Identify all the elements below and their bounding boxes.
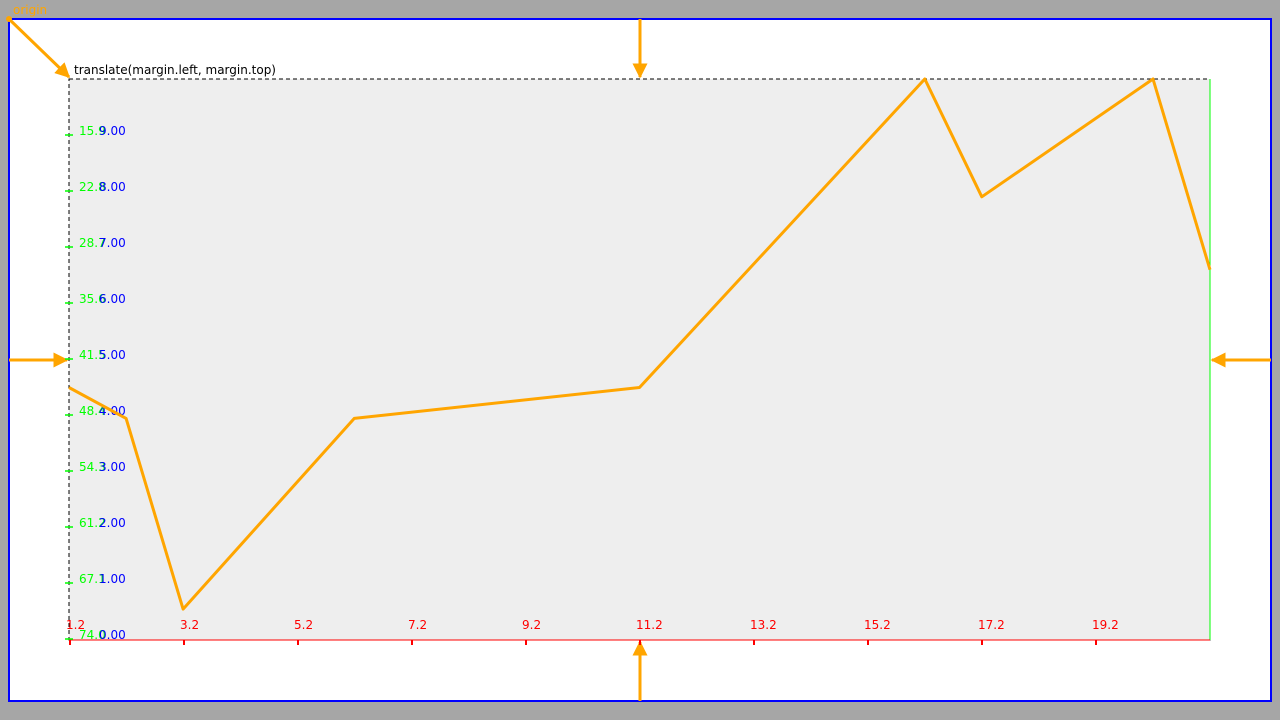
x-tick-label: 15.2 (864, 618, 891, 632)
y-left-tick-label: 61.2 (79, 516, 106, 530)
x-tick-label: 3.2 (180, 618, 199, 632)
y-right-tick-label: 3.00 (99, 460, 126, 474)
x-axis: 1.2 3.2 5.2 7.2 9.2 11.2 13.2 15.2 17.2 19.2 (66, 618, 1210, 645)
origin-arrow (7, 17, 71, 79)
y-left-tick-label: 74.0 (79, 628, 106, 642)
x-tick-label: 5.2 (294, 618, 313, 632)
y-right-tick-label: 1.00 (99, 572, 126, 586)
series-line (68, 77, 1212, 611)
x-tick-label: 17.2 (978, 618, 1005, 632)
x-tick-label: 1.2 (66, 618, 85, 632)
translate-label: translate(margin.left, margin.top) (74, 63, 276, 77)
y-right-tick-label: 2.00 (99, 516, 126, 530)
y-right-tick-label: 9.00 (99, 124, 126, 138)
y-right-tick-label: 6.00 (99, 292, 126, 306)
y-right-tick-label: 0.00 (99, 628, 126, 642)
y-left-tick-label: 48.4 (79, 404, 106, 418)
y-left-tick-label: 67.1 (79, 572, 106, 586)
x-tick-label: 9.2 (522, 618, 541, 632)
plot-area (68, 78, 1211, 641)
origin-label: origin (13, 3, 47, 17)
x-tick-label: 13.2 (750, 618, 777, 632)
y-axis-right: 0.001.002.003.004.005.006.007.008.009.00 (99, 124, 126, 642)
x-tick-label: 11.2 (636, 618, 663, 632)
x-tick-label: 7.2 (408, 618, 427, 632)
y-left-tick-label: 22.8 (79, 180, 106, 194)
origin-dot (6, 16, 12, 22)
margin-arrows (7, 17, 1271, 701)
y-right-tick-label: 5.00 (99, 348, 126, 362)
y-right-tick-label: 8.00 (99, 180, 126, 194)
y-left-tick-label: 35.6 (79, 292, 106, 306)
y-left-tick-label: 28.7 (79, 236, 106, 250)
y-right-tick-label: 7.00 (99, 236, 126, 250)
x-tick-label: 19.2 (1092, 618, 1119, 632)
y-left-tick-label: 54.3 (79, 460, 106, 474)
y-left-tick-label: 15.9 (79, 124, 106, 138)
y-left-tick-label: 41.5 (79, 348, 106, 362)
y-axis-left: 74.0 67.1 61.2 54.3 48.4 41.5 35.6 28.7 22.8 15.9 (65, 124, 106, 642)
series (68, 77, 1212, 611)
